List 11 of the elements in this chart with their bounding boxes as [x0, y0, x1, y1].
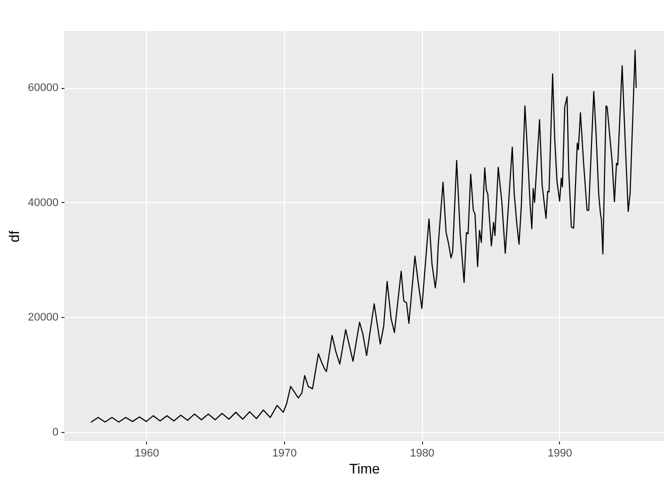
y-tick-label: 40000: [28, 196, 58, 209]
y-tick-label: 60000: [28, 82, 58, 94]
y-tick-label: 20000: [28, 312, 58, 324]
y-axis-title: df: [6, 230, 22, 242]
x-tick-label: 1960: [134, 448, 160, 460]
x-tick-label: 1990: [548, 448, 572, 460]
x-axis-title: Time: [349, 460, 380, 476]
x-tick-label: 1970: [272, 448, 297, 460]
x-tick-label: 1980: [410, 448, 434, 460]
line-series: [90, 50, 637, 423]
y-tick-label: 0: [52, 426, 58, 438]
